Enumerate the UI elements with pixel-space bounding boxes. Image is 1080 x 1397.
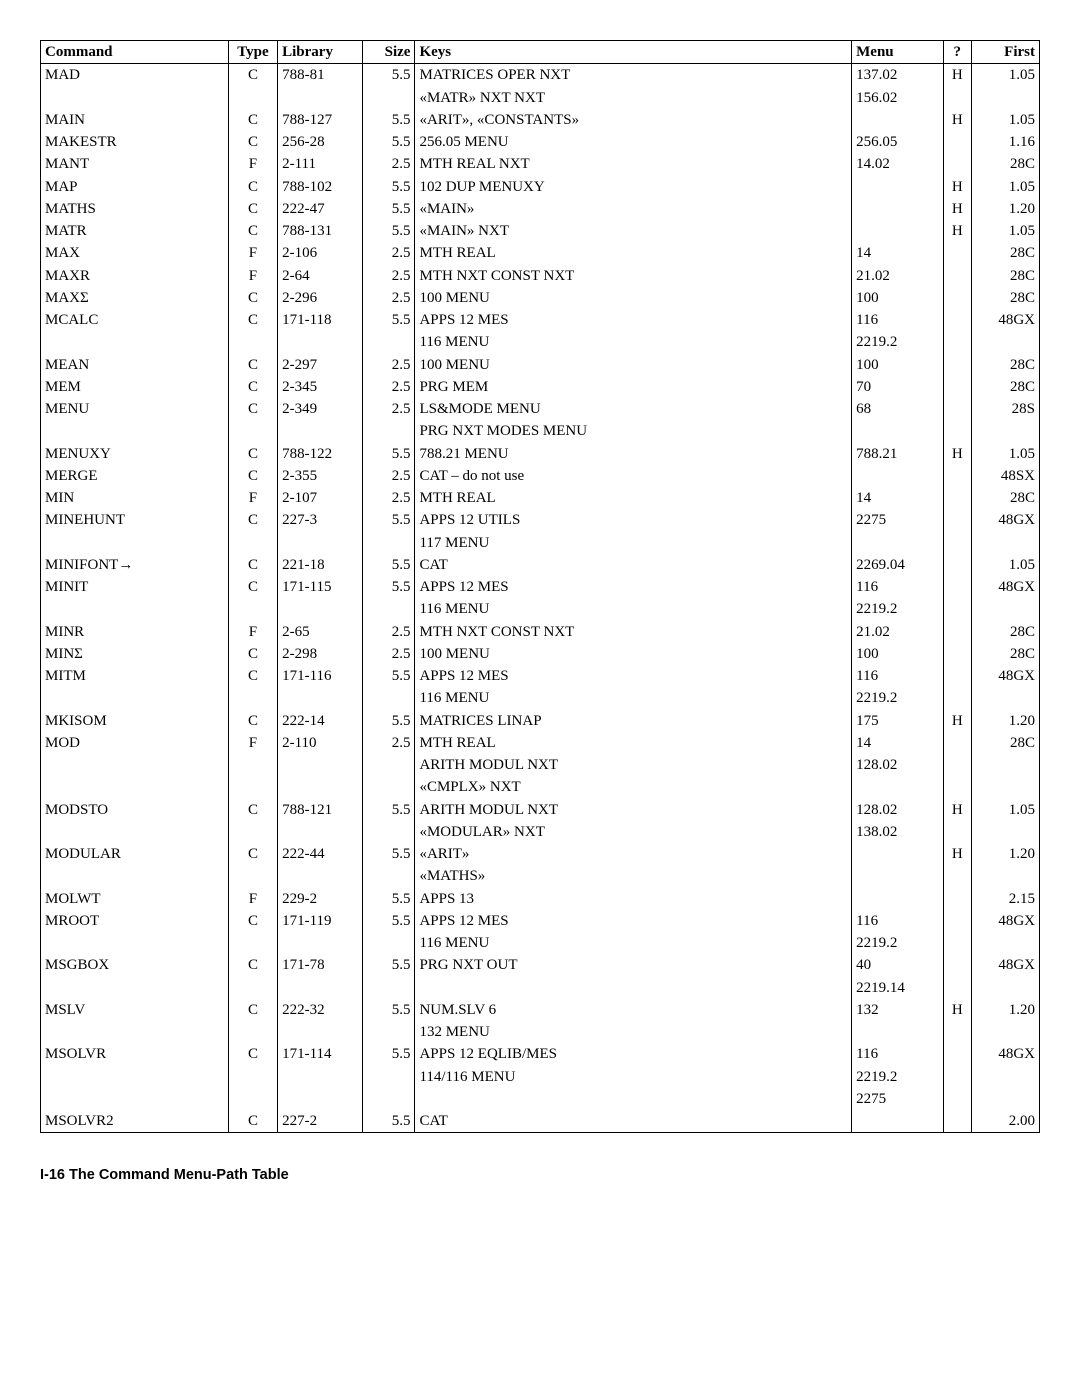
table-row: MSOLVR2C227-25.5CAT2.00 [41,1110,1040,1133]
table-row: MAXRF2-642.5MTH NXT CONST NXT21.0228C [41,265,1040,287]
table-row: MAPC788-1025.5102 DUP MENUXYH1.05 [41,176,1040,198]
table-row: MAKESTRC256-285.5256.05 MENU256.051.16 [41,131,1040,153]
table-row: MCALCC171-1185.5APPS 12 MES11648GX [41,309,1040,331]
table-row: MINRF2-652.5MTH NXT CONST NXT21.0228C [41,621,1040,643]
table-row: MINIFONT→C221-185.5CAT2269.041.05 [41,554,1040,576]
table-row: MATRC788-1315.5«MAIN» NXTH1.05 [41,220,1040,242]
col-header: Type [228,41,277,64]
table-row: «MATR» NXT NXT156.02 [41,87,1040,109]
col-header: Library [278,41,363,64]
table-row: MODSTOC788-1215.5ARITH MODUL NXT128.02H1… [41,799,1040,821]
table-row: 116 MENU2219.2 [41,598,1040,620]
table-row: MKISOMC222-145.5MATRICES LINAP175H1.20 [41,710,1040,732]
table-row: MAXΣC2-2962.5100 MENU10028C [41,287,1040,309]
table-row: MOLWTF229-25.5APPS 132.15 [41,888,1040,910]
table-row: MINEHUNTC227-35.5APPS 12 UTILS227548GX [41,509,1040,531]
table-row: MADC788-815.5MATRICES OPER NXT137.02H1.0… [41,64,1040,87]
col-header: ? [943,41,971,64]
table-row: MSGBOXC171-785.5PRG NXT OUT4048GX [41,954,1040,976]
table-row: MAINC788-1275.5«ARIT», «CONSTANTS»H1.05 [41,109,1040,131]
table-row: MROOTC171-1195.5APPS 12 MES11648GX [41,910,1040,932]
table-row: 2219.14 [41,977,1040,999]
table-row: 117 MENU [41,532,1040,554]
col-header: Command [41,41,229,64]
table-row: MODF2-1102.5MTH REAL1428C [41,732,1040,754]
col-header: First [971,41,1039,64]
page-footer: I-16 The Command Menu-Path Table [40,1167,1040,1183]
table-row: 116 MENU2219.2 [41,331,1040,353]
col-header: Menu [852,41,944,64]
table-row: PRG NXT MODES MENU [41,420,1040,442]
table-row: 116 MENU2219.2 [41,687,1040,709]
table-row: ARITH MODUL NXT128.02 [41,754,1040,776]
table-row: 132 MENU [41,1021,1040,1043]
table-row: 2275 [41,1088,1040,1110]
table-row: MSOLVRC171-1145.5APPS 12 EQLIB/MES11648G… [41,1043,1040,1065]
table-row: MANTF2-1112.5MTH REAL NXT14.0228C [41,153,1040,175]
table-row: 116 MENU2219.2 [41,932,1040,954]
table-row: «CMPLX» NXT [41,776,1040,798]
table-row: MINΣC2-2982.5100 MENU10028C [41,643,1040,665]
table-row: MENUXYC788-1225.5788.21 MENU788.21H1.05 [41,443,1040,465]
table-row: MAXF2-1062.5MTH REAL1428C [41,242,1040,264]
table-row: MEANC2-2972.5100 MENU10028C [41,354,1040,376]
col-header: Keys [415,41,852,64]
table-row: MENUC2-3492.5LS&MODE MENU6828S [41,398,1040,420]
table-row: MINF2-1072.5MTH REAL1428C [41,487,1040,509]
command-table: CommandTypeLibrarySizeKeysMenu?First MAD… [40,40,1040,1133]
table-header-row: CommandTypeLibrarySizeKeysMenu?First [41,41,1040,64]
col-header: Size [362,41,415,64]
table-row: MODULARC222-445.5«ARIT»H1.20 [41,843,1040,865]
table-row: MITMC171-1165.5APPS 12 MES11648GX [41,665,1040,687]
table-row: «MATHS» [41,865,1040,887]
table-row: MINITC171-1155.5APPS 12 MES11648GX [41,576,1040,598]
table-row: 114/116 MENU2219.2 [41,1066,1040,1088]
table-row: MERGEC2-3552.5CAT – do not use48SX [41,465,1040,487]
table-row: MSLVC222-325.5NUM.SLV 6132H1.20 [41,999,1040,1021]
table-row: «MODULAR» NXT138.02 [41,821,1040,843]
table-row: MEMC2-3452.5PRG MEM7028C [41,376,1040,398]
table-row: MATHSC222-475.5«MAIN»H1.20 [41,198,1040,220]
